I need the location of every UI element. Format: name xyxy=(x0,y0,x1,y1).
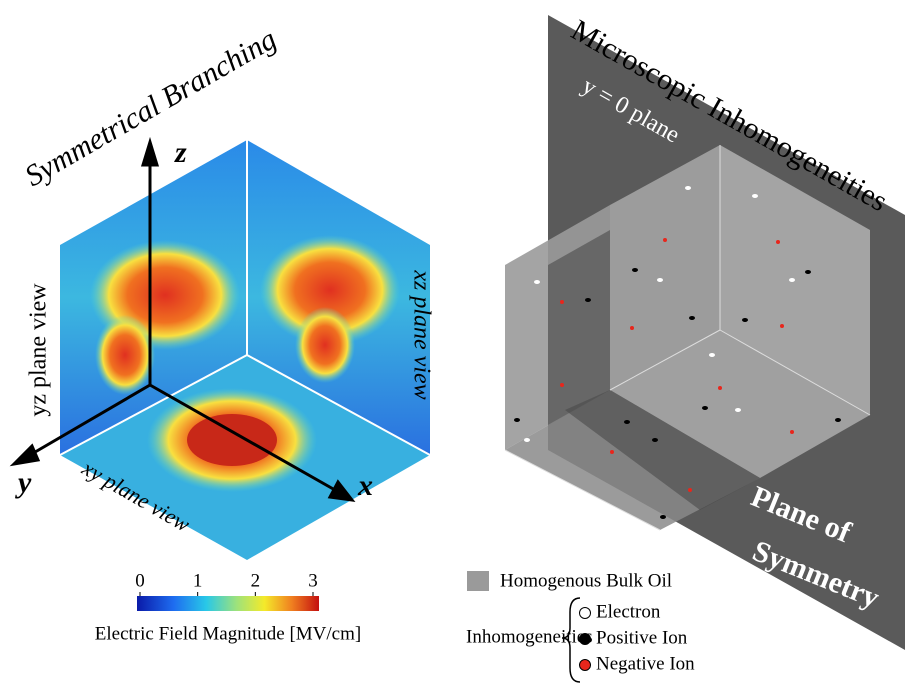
particle xyxy=(752,194,758,198)
particle xyxy=(560,300,564,304)
legend-swatch xyxy=(467,571,489,591)
particle xyxy=(789,278,795,282)
legend-text: Negative Ion xyxy=(596,653,695,674)
arrow-head xyxy=(143,142,157,165)
legend-text: Positive Ion xyxy=(596,627,688,648)
particle xyxy=(660,515,666,519)
particle xyxy=(688,488,692,492)
particle xyxy=(780,324,784,328)
particle xyxy=(632,268,638,272)
particle xyxy=(735,408,741,412)
plane-label: xz plane view xyxy=(408,269,434,399)
axis-label: z xyxy=(174,136,187,169)
field-blob xyxy=(95,315,155,395)
particle xyxy=(776,240,780,244)
axis-label: y xyxy=(15,466,32,499)
particle xyxy=(514,418,520,422)
particle xyxy=(652,438,658,442)
particle xyxy=(702,406,708,410)
legend-marker xyxy=(580,660,591,671)
particle xyxy=(709,353,715,357)
particle xyxy=(630,326,634,330)
field-core xyxy=(187,414,277,466)
figure: z y x Symmetrical Branching yz plane vie… xyxy=(0,0,909,685)
plane-label: yz plane view xyxy=(26,283,52,417)
particle xyxy=(790,430,794,434)
legend: Homogenous Bulk Oil Inhomogeneities Elec… xyxy=(466,570,695,682)
particle xyxy=(657,278,663,282)
particle xyxy=(560,383,564,387)
legend-marker xyxy=(580,634,591,645)
particle xyxy=(805,270,811,274)
particle xyxy=(624,420,630,424)
particle xyxy=(718,386,722,390)
legend-marker xyxy=(580,608,591,619)
legend-text: Homogenous Bulk Oil xyxy=(500,570,672,591)
particle xyxy=(524,438,530,442)
colorbar-tick-label: 0 xyxy=(135,570,145,591)
particle xyxy=(742,318,748,322)
particle xyxy=(685,186,691,190)
colorbar: 0 1 2 3 xyxy=(135,570,319,611)
colorbar-gradient xyxy=(137,596,319,611)
particle xyxy=(610,450,614,454)
colorbar-label: Electric Field Magnitude [MV/cm] xyxy=(95,623,361,644)
legend-text: Electron xyxy=(596,601,661,622)
colorbar-tick-label: 3 xyxy=(308,570,318,591)
field-blob xyxy=(295,307,355,383)
particle xyxy=(585,298,591,302)
particle xyxy=(663,238,667,242)
arrow-head xyxy=(14,446,38,464)
axis-label: x xyxy=(357,469,373,502)
colorbar-tick-label: 1 xyxy=(193,570,203,591)
particle xyxy=(835,418,841,422)
particle xyxy=(534,280,540,284)
colorbar-tick-label: 2 xyxy=(251,570,261,591)
legend-group: Inhomogeneities xyxy=(466,626,593,647)
particle xyxy=(689,316,695,320)
